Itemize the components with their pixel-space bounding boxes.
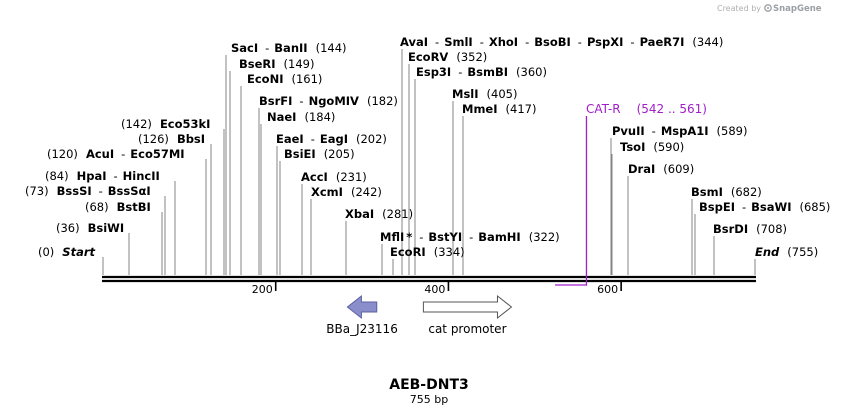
site-label[interactable]: BsrFI - NgoMIV (182) xyxy=(259,94,398,108)
site-label[interactable]: EcoNI (161) xyxy=(247,72,322,86)
site-label[interactable]: (36) BsiWI xyxy=(56,221,124,235)
site-label[interactable]: EcoRI (334) xyxy=(390,245,465,259)
sequence-length: 755 bp xyxy=(410,393,448,406)
feature-arrow[interactable] xyxy=(422,294,513,320)
site-label[interactable]: (73) BssSI - BssSαI xyxy=(25,184,151,198)
site-label[interactable]: NaeI (184) xyxy=(267,110,335,124)
ruler-tick-label: 600 xyxy=(597,283,618,296)
site-label[interactable]: (120) AcuI - Eco57MI xyxy=(47,147,185,161)
sequence-name: AEB-DNT3 xyxy=(389,377,469,393)
site-label[interactable]: BsmI (682) xyxy=(691,185,762,199)
site-label[interactable]: PvuII - MspA1I (589) xyxy=(612,124,747,138)
dna-backbone[interactable] xyxy=(102,275,756,283)
site-label[interactable]: (126) BbsI xyxy=(138,132,205,146)
site-label[interactable]: EaeI - EagI (202) xyxy=(276,132,387,146)
site-label[interactable]: XcmI (242) xyxy=(311,185,382,199)
feature-arrow[interactable] xyxy=(346,294,378,320)
site-label[interactable]: (0) Start xyxy=(38,245,96,259)
site-label[interactable]: TsoI (590) xyxy=(620,140,684,154)
site-label[interactable]: (142) Eco53kI xyxy=(121,117,210,131)
feature-label: cat promoter xyxy=(428,322,506,336)
primer-arrow[interactable] xyxy=(555,116,588,286)
site-connector-lines xyxy=(102,49,756,275)
credit-prefix: Created by xyxy=(717,4,761,13)
site-label[interactable]: BsrDI (708) xyxy=(713,222,787,236)
site-label[interactable]: MslI (405) xyxy=(452,87,517,101)
site-label[interactable]: XbaI (281) xyxy=(345,207,413,221)
site-label[interactable]: (68) BstBI xyxy=(85,200,151,214)
site-label[interactable]: (84) HpaI - HincII xyxy=(45,169,160,183)
site-label[interactable]: BspEI - BsaWI (685) xyxy=(699,200,830,214)
primer-cat-r[interactable]: CAT-R (542 .. 561) xyxy=(555,102,707,286)
bp-ruler: 200 400 600 xyxy=(252,282,622,296)
site-label[interactable]: AvaI - SmlI - XhoI - BsoBI - PspXI - PaeR7I (344) xyxy=(400,35,723,49)
site-labels: (0) Start (36) BsiWI (68) BstBI (73) BssSI - BssS… xyxy=(25,35,830,259)
credit-brand: SnapGene xyxy=(773,4,822,14)
site-label[interactable]: Esp3I - BsmBI (360) xyxy=(416,65,547,79)
feature-label: BBa_J23116 xyxy=(326,322,398,336)
site-label[interactable]: EcoRV (352) xyxy=(408,50,487,64)
site-label[interactable]: DraI (609) xyxy=(628,162,694,176)
site-label[interactable]: BseRI (149) xyxy=(239,57,314,71)
site-label[interactable]: AccI (231) xyxy=(301,170,367,184)
primer-label[interactable]: CAT-R (542 .. 561) xyxy=(586,102,707,116)
ruler-tick-label: 400 xyxy=(424,283,445,296)
site-label[interactable]: End (755) xyxy=(755,245,818,259)
snapgene-logo-icon xyxy=(764,4,772,12)
site-label[interactable]: MflI * - BstYI - BamHI (322) xyxy=(380,230,560,244)
site-label[interactable]: SacI - BanII (144) xyxy=(231,41,347,55)
site-label[interactable]: BsiEI (205) xyxy=(284,147,355,161)
feature-track: BBa_J23116 cat promoter xyxy=(326,294,513,336)
site-label[interactable]: MmeI (417) xyxy=(462,102,536,116)
ruler-tick-label: 200 xyxy=(252,283,273,296)
